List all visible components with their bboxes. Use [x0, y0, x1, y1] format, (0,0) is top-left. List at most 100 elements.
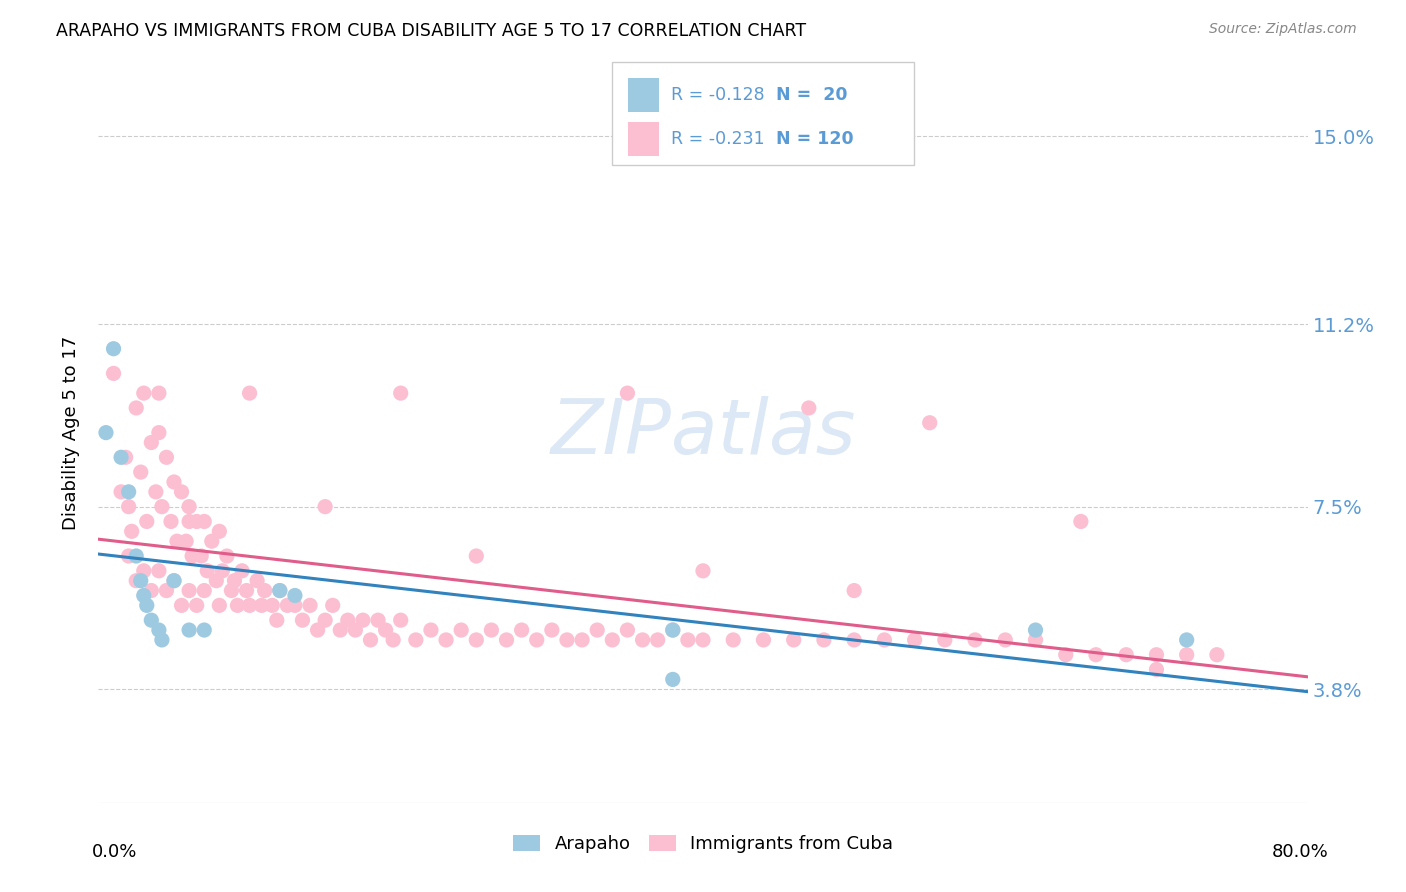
Point — [374, 623, 396, 637]
Point — [141, 435, 163, 450]
Point — [135, 515, 157, 529]
Point — [166, 534, 188, 549]
Point — [118, 500, 141, 514]
Point — [555, 632, 578, 647]
Point — [132, 589, 155, 603]
Point — [110, 484, 132, 499]
Point — [465, 632, 488, 647]
Point — [155, 583, 177, 598]
Point — [918, 416, 941, 430]
Point — [239, 386, 262, 401]
Point — [367, 613, 389, 627]
Point — [389, 613, 412, 627]
Point — [235, 583, 257, 598]
Point — [352, 613, 374, 627]
Point — [329, 623, 352, 637]
Point — [135, 599, 157, 613]
Point — [676, 632, 699, 647]
Point — [121, 524, 143, 539]
Point — [125, 549, 148, 563]
Point — [344, 623, 367, 637]
Point — [193, 623, 215, 637]
Text: 0.0%: 0.0% — [91, 843, 136, 861]
Point — [284, 599, 307, 613]
Point — [148, 564, 170, 578]
Point — [132, 386, 155, 401]
Point — [148, 386, 170, 401]
Point — [150, 632, 173, 647]
Point — [481, 623, 503, 637]
Point — [873, 632, 896, 647]
Point — [752, 632, 775, 647]
Point — [129, 465, 152, 479]
Point — [844, 632, 866, 647]
Point — [174, 534, 197, 549]
Point — [129, 574, 152, 588]
Point — [844, 583, 866, 598]
Point — [1024, 632, 1046, 647]
Point — [201, 534, 224, 549]
Point — [314, 613, 336, 627]
Point — [179, 500, 201, 514]
Point — [1054, 648, 1077, 662]
Point — [211, 564, 233, 578]
Point — [586, 623, 609, 637]
Point — [163, 574, 186, 588]
Point — [797, 401, 820, 415]
Point — [170, 599, 193, 613]
Point — [322, 599, 344, 613]
Point — [186, 599, 208, 613]
Point — [723, 632, 745, 647]
Point — [450, 623, 472, 637]
Point — [420, 623, 443, 637]
Point — [783, 632, 806, 647]
Point — [118, 484, 141, 499]
Point — [269, 583, 291, 598]
Point — [103, 367, 125, 381]
Point — [110, 450, 132, 465]
Point — [465, 549, 488, 563]
Point — [179, 623, 201, 637]
Point — [389, 386, 412, 401]
Point — [163, 574, 186, 588]
Point — [1115, 648, 1137, 662]
Point — [692, 564, 714, 578]
Point — [336, 613, 359, 627]
Point — [510, 623, 533, 637]
Point — [276, 599, 298, 613]
Point — [904, 632, 927, 647]
Text: ZIPatlas: ZIPatlas — [550, 396, 856, 469]
Point — [540, 623, 562, 637]
Point — [307, 623, 329, 637]
Point — [132, 564, 155, 578]
Point — [631, 632, 654, 647]
Text: 80.0%: 80.0% — [1272, 843, 1329, 861]
Point — [94, 425, 117, 440]
Point — [150, 500, 173, 514]
Point — [382, 632, 405, 647]
Point — [405, 632, 427, 647]
Point — [253, 583, 276, 598]
Point — [1175, 632, 1198, 647]
Point — [231, 564, 253, 578]
Point — [215, 549, 238, 563]
Point — [141, 613, 163, 627]
Point — [160, 515, 183, 529]
Point — [125, 574, 148, 588]
Point — [284, 589, 307, 603]
Point — [1024, 623, 1046, 637]
Point — [125, 401, 148, 415]
Point — [616, 623, 638, 637]
Point — [181, 549, 204, 563]
Point — [141, 583, 163, 598]
Point — [208, 524, 231, 539]
Point — [155, 450, 177, 465]
Point — [239, 599, 262, 613]
Point — [224, 574, 246, 588]
Point — [145, 484, 167, 499]
Text: N =  20: N = 20 — [776, 86, 848, 103]
Text: ARAPAHO VS IMMIGRANTS FROM CUBA DISABILITY AGE 5 TO 17 CORRELATION CHART: ARAPAHO VS IMMIGRANTS FROM CUBA DISABILI… — [56, 22, 807, 40]
Point — [1206, 648, 1229, 662]
Point — [616, 386, 638, 401]
Point — [186, 515, 208, 529]
